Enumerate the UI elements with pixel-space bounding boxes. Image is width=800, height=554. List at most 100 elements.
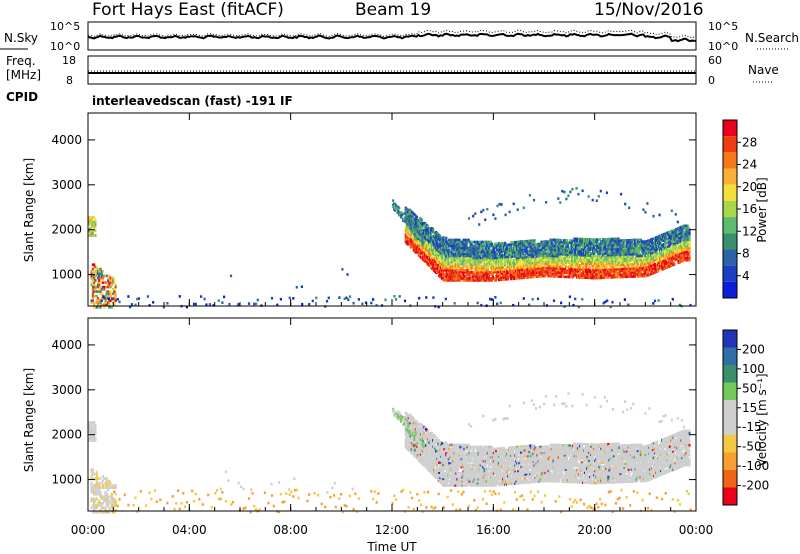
power-cell	[549, 272, 552, 276]
power-cell	[531, 298, 534, 301]
power-cell	[554, 271, 557, 274]
power-cell	[631, 255, 634, 258]
colorbar-tick-label: 4	[742, 269, 750, 283]
power-cell	[458, 238, 461, 242]
power-cell	[470, 260, 473, 264]
power-cell	[566, 261, 569, 265]
power-cell	[487, 277, 490, 280]
power-cell	[552, 254, 555, 258]
power-cell	[485, 277, 488, 280]
power-cell	[98, 281, 101, 284]
cpid-label: CPID	[6, 90, 38, 104]
power-cell	[451, 260, 454, 264]
power-cell	[647, 273, 651, 277]
power-cell	[486, 256, 489, 260]
power-cell	[614, 259, 617, 263]
power-cell	[529, 265, 532, 269]
power-cell	[393, 295, 396, 298]
power-cell	[478, 254, 481, 258]
power-cell	[94, 274, 97, 278]
power-cell	[681, 253, 684, 257]
power-cell	[411, 215, 414, 219]
power-cell	[98, 283, 101, 287]
power-cell	[610, 276, 613, 279]
power-cell	[628, 263, 631, 266]
power-cell	[629, 267, 632, 270]
power-cell	[637, 270, 640, 274]
power-cell	[90, 272, 93, 275]
power-cell	[464, 238, 467, 242]
power-cell	[445, 238, 448, 242]
power-cell	[453, 248, 456, 252]
power-cell	[526, 264, 529, 267]
power-cell	[348, 295, 352, 298]
power-cell	[600, 276, 603, 280]
power-cell	[90, 301, 93, 305]
power-cell	[513, 261, 516, 264]
power-cell	[596, 238, 599, 241]
power-cell	[618, 269, 621, 273]
power-cell	[463, 252, 466, 256]
power-cell	[568, 259, 571, 263]
power-cell	[441, 255, 444, 258]
power-cell	[89, 234, 92, 237]
power-cell	[100, 274, 103, 278]
power-cell	[113, 290, 116, 293]
power-cell	[593, 252, 596, 256]
power-cell	[439, 237, 442, 240]
power-cell	[91, 229, 94, 233]
power-cell	[620, 192, 623, 196]
power-cell	[669, 244, 672, 248]
power-cell	[409, 222, 412, 226]
power-cell	[98, 288, 101, 291]
power-cell	[96, 285, 100, 289]
power-cell	[528, 245, 531, 249]
power-cell	[96, 272, 100, 275]
power-cell	[492, 271, 495, 274]
power-cell	[533, 241, 536, 244]
power-cell	[593, 254, 596, 258]
power-cell	[639, 238, 642, 242]
power-cell	[108, 281, 111, 284]
power-cell	[627, 303, 630, 307]
power-cell	[478, 240, 481, 244]
power-cell	[640, 254, 643, 258]
power-cell	[93, 223, 96, 226]
power-cell	[677, 259, 680, 262]
power-cell	[487, 246, 490, 250]
power-cell	[456, 269, 459, 272]
power-cell	[620, 261, 623, 265]
cpid-text: interleavedscan (fast) -191 IF	[92, 94, 293, 108]
power-cell	[446, 267, 449, 270]
power-cell	[90, 276, 93, 280]
power-cell	[605, 191, 608, 195]
power-cell	[636, 252, 639, 256]
power-cell	[461, 267, 464, 270]
power-cell	[655, 250, 658, 253]
power-cell	[346, 273, 349, 276]
power-cell	[632, 259, 635, 262]
power-cell	[643, 268, 646, 272]
power-cell	[90, 220, 93, 224]
power-cell	[483, 256, 486, 260]
power-cell	[372, 298, 375, 301]
power-cell	[496, 258, 500, 262]
power-cell	[462, 260, 465, 264]
power-cell	[105, 297, 108, 300]
power-cell	[623, 259, 626, 262]
power-cell	[652, 243, 656, 246]
power-cell	[345, 296, 348, 300]
power-cell	[528, 251, 531, 255]
power-cell	[609, 260, 612, 263]
power-cell	[517, 248, 520, 252]
noise-panel-frame	[87, 21, 697, 51]
power-cell	[669, 248, 672, 252]
power-cell	[418, 296, 421, 300]
power-cell	[465, 244, 468, 248]
power-cell	[94, 270, 97, 273]
power-cell	[571, 253, 575, 257]
power-cell	[88, 234, 91, 237]
power-cell	[108, 299, 111, 302]
power-cell	[565, 197, 568, 201]
power-cell	[447, 256, 450, 260]
